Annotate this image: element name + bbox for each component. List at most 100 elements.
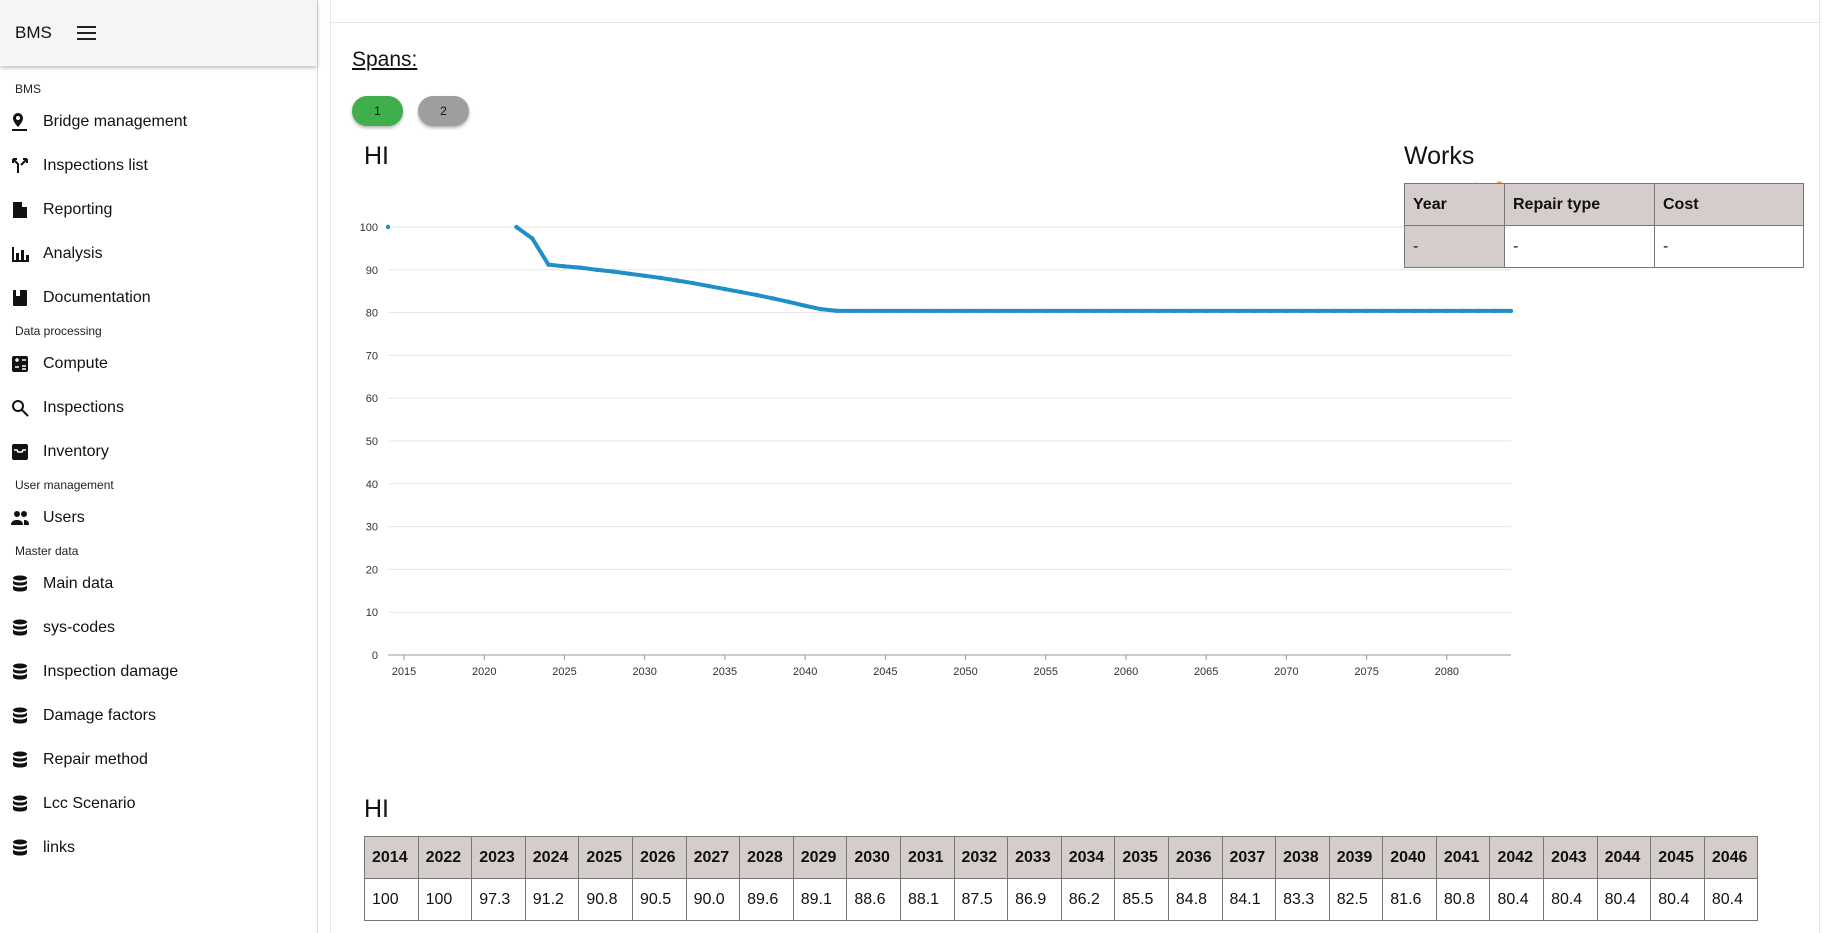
sidebar-item-label: Inventory <box>43 443 109 460</box>
data-point <box>851 308 856 314</box>
sidebar-item-lcc-scenario[interactable]: Lcc Scenario <box>0 782 317 826</box>
sidebar-section-label: BMS <box>15 82 42 96</box>
hi-value-cell: 89.1 <box>792 878 848 921</box>
sidebar-item-sys-codes[interactable]: sys-codes <box>0 606 317 650</box>
sidebar-section-label: User management <box>15 478 114 492</box>
works-header-year: Year <box>1404 183 1505 226</box>
y-tick-label: 0 <box>372 650 378 662</box>
sidebar-item-inspection-damage[interactable]: Inspection damage <box>0 650 317 694</box>
data-point <box>1332 308 1337 314</box>
hi-year-header: 2023 <box>471 836 526 879</box>
data-point <box>915 308 920 314</box>
data-point <box>1043 308 1048 314</box>
data-point <box>385 224 391 230</box>
database-icon <box>10 750 30 770</box>
hi-value-cell: 86.2 <box>1060 878 1116 921</box>
sidebar-item-inspections[interactable]: Inspections <box>0 386 317 430</box>
hi-year-header: 2026 <box>631 836 687 879</box>
sidebar-item-inventory[interactable]: Inventory <box>0 430 317 474</box>
data-point <box>1220 308 1225 314</box>
main-content: Spans: 1 2 HI ⊕ ⊖ ⚲ ✋ ⌂ ≡ 01020304050607… <box>330 0 1820 933</box>
map-pin-icon <box>10 112 30 132</box>
works-header-cost: Cost <box>1654 183 1804 226</box>
sidebar-item-damage-factors[interactable]: Damage factors <box>0 694 317 738</box>
y-tick-label: 30 <box>366 522 378 534</box>
hi-year-header: 2040 <box>1382 836 1437 879</box>
data-point <box>802 303 808 308</box>
hi-year-header: 2046 <box>1703 836 1759 879</box>
sidebar-item-documentation[interactable]: Documentation <box>0 276 317 320</box>
sidebar-item-label: Damage factors <box>43 707 156 724</box>
hi-value-cell: 83.3 <box>1275 878 1330 921</box>
hi-year-header: 2044 <box>1596 836 1652 879</box>
sidebar: BMS BMS Bridge management Inspections list… <box>0 0 318 933</box>
hi-value-cell: 90.8 <box>578 878 633 921</box>
sidebar-item-label: Analysis <box>43 245 103 262</box>
data-point <box>1476 308 1482 314</box>
span-button-1[interactable]: 1 <box>352 96 403 126</box>
sidebar-nav: BMS Bridge management Inspections list Repo… <box>0 66 317 870</box>
sidebar-item-label: Reporting <box>43 201 113 218</box>
data-point <box>899 308 904 314</box>
hi-year-header: 2037 <box>1221 836 1277 879</box>
sidebar-item-label: Inspections list <box>43 157 148 174</box>
data-point <box>931 308 936 314</box>
hi-year-header: 2039 <box>1328 836 1384 879</box>
sidebar-item-links[interactable]: links <box>0 826 317 870</box>
y-tick-label: 90 <box>366 265 378 277</box>
hi-year-header: 2038 <box>1275 836 1330 879</box>
x-tick-label: 2015 <box>392 666 416 678</box>
users-icon <box>10 508 30 528</box>
top-panel <box>330 0 1820 23</box>
span-button-2[interactable]: 2 <box>418 96 469 126</box>
data-point <box>1155 308 1161 314</box>
hi-value-cell: 81.6 <box>1382 878 1437 921</box>
sidebar-item-bridge-management[interactable]: Bridge management <box>0 100 317 144</box>
hi-year-header: 2043 <box>1543 836 1598 879</box>
sidebar-item-main-data[interactable]: Main data <box>0 562 317 606</box>
x-tick-label: 2050 <box>953 666 977 678</box>
search-icon <box>10 398 30 418</box>
menu-toggle-icon[interactable] <box>76 26 96 40</box>
sidebar-item-label: sys-codes <box>43 619 116 636</box>
data-point <box>658 275 663 281</box>
hi-year-header: 2014 <box>364 836 419 879</box>
hi-value-cell: 80.4 <box>1489 878 1545 921</box>
hi-chart: ⊕ ⊖ ⚲ ✋ ⌂ ≡ 0102030405060708090100201520… <box>356 172 1536 782</box>
data-point <box>963 308 968 314</box>
x-tick-label: 2025 <box>552 666 576 678</box>
hi-value-cell: 87.5 <box>953 878 1009 921</box>
sidebar-item-label: links <box>43 839 76 856</box>
data-point <box>1203 308 1209 314</box>
sidebar-item-analysis[interactable]: Analysis <box>0 232 317 276</box>
hi-year-header: 2031 <box>899 836 955 879</box>
hi-value-cell: 91.2 <box>524 878 580 921</box>
data-point <box>1075 308 1081 314</box>
data-point <box>1268 308 1273 314</box>
data-point <box>1508 308 1514 314</box>
sidebar-item-compute[interactable]: Compute <box>0 342 317 386</box>
x-tick-label: 2020 <box>472 666 496 678</box>
sidebar-item-repair-method[interactable]: Repair method <box>0 738 317 782</box>
sidebar-item-inspections-list[interactable]: Inspections list <box>0 144 317 188</box>
data-point <box>546 262 551 267</box>
y-tick-label: 80 <box>366 308 378 320</box>
hi-value-cell: 80.4 <box>1650 878 1705 921</box>
sidebar-item-reporting[interactable]: Reporting <box>0 188 317 232</box>
x-tick-label: 2075 <box>1354 666 1378 678</box>
data-point <box>1428 308 1433 314</box>
works-cell-repair-type: - <box>1504 225 1655 268</box>
sidebar-item-users[interactable]: Users <box>0 496 317 540</box>
chart-title: HI <box>364 142 389 170</box>
hi-year-header: 2036 <box>1167 836 1223 879</box>
hi-year-header: 2030 <box>846 836 901 879</box>
data-point <box>1316 308 1321 314</box>
hi-value-cell: 84.1 <box>1221 878 1277 921</box>
data-point <box>578 265 583 270</box>
hi-year-header: 2035 <box>1114 836 1169 879</box>
data-point <box>738 289 744 295</box>
data-point <box>1091 308 1097 314</box>
data-point <box>1284 308 1289 314</box>
hi-value-cell: 80.8 <box>1435 878 1491 921</box>
series-line <box>515 225 1511 313</box>
